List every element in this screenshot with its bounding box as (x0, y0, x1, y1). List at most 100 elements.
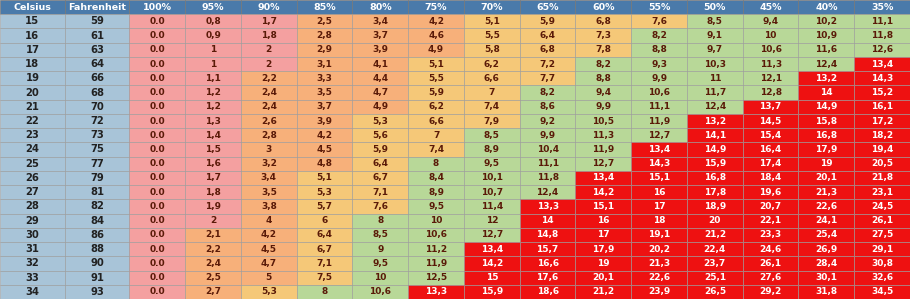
Bar (65, 0, 129, 14)
Bar (65, 28, 129, 43)
Text: 25,4: 25,4 (815, 231, 837, 239)
Bar (687, 14, 743, 28)
Text: 28,4: 28,4 (815, 259, 837, 268)
Bar (129, 213, 186, 228)
Text: 8,4: 8,4 (428, 173, 444, 182)
Bar (632, 71, 687, 86)
Text: 1,7: 1,7 (261, 17, 277, 26)
Bar (352, 14, 409, 28)
Bar (186, 285, 241, 299)
Bar (575, 114, 632, 128)
Text: 20,1: 20,1 (592, 273, 614, 282)
Bar (409, 128, 464, 142)
Text: 20,7: 20,7 (760, 202, 782, 211)
Bar (687, 100, 743, 114)
Bar (0, 57, 65, 71)
Bar (575, 0, 632, 14)
Bar (520, 14, 575, 28)
Text: 16: 16 (652, 188, 665, 197)
Bar (743, 271, 798, 285)
Text: 13,4: 13,4 (871, 60, 894, 68)
Text: 8,2: 8,2 (595, 60, 612, 68)
Bar (241, 285, 297, 299)
Text: 1,8: 1,8 (205, 188, 221, 197)
Bar (241, 185, 297, 199)
Text: 0.0: 0.0 (149, 60, 166, 68)
Bar (464, 171, 520, 185)
Bar (129, 86, 186, 100)
Bar (464, 285, 520, 299)
Text: 16,6: 16,6 (537, 259, 559, 268)
Text: 7: 7 (489, 88, 495, 97)
Text: 10: 10 (430, 216, 442, 225)
Bar (241, 199, 297, 213)
Text: 6,4: 6,4 (372, 159, 389, 168)
Text: 7,4: 7,4 (428, 145, 444, 154)
Text: 8: 8 (433, 159, 440, 168)
Text: 65%: 65% (536, 3, 559, 12)
Bar (409, 271, 464, 285)
Bar (65, 57, 129, 71)
Text: 18,2: 18,2 (871, 131, 894, 140)
Bar (464, 86, 520, 100)
Text: 3,1: 3,1 (317, 60, 332, 68)
Text: 9,4: 9,4 (763, 17, 779, 26)
Text: 4,5: 4,5 (317, 145, 333, 154)
Bar (854, 71, 910, 86)
Bar (575, 228, 632, 242)
Text: 6,4: 6,4 (317, 231, 333, 239)
Text: 5,6: 5,6 (372, 131, 389, 140)
Text: 13,2: 13,2 (703, 117, 726, 126)
Text: 11,1: 11,1 (537, 159, 559, 168)
Bar (687, 57, 743, 71)
Text: 25: 25 (25, 159, 39, 169)
Text: 10: 10 (764, 31, 777, 40)
Text: 20: 20 (25, 88, 39, 97)
Bar (186, 114, 241, 128)
Text: 8,8: 8,8 (595, 74, 612, 83)
Bar (632, 114, 687, 128)
Text: 17: 17 (597, 231, 610, 239)
Bar (297, 114, 352, 128)
Bar (575, 185, 632, 199)
Bar (520, 256, 575, 271)
Bar (297, 14, 352, 28)
Text: 19: 19 (820, 159, 833, 168)
Bar (65, 256, 129, 271)
Bar (464, 213, 520, 228)
Bar (352, 0, 409, 14)
Text: 7,7: 7,7 (540, 74, 556, 83)
Text: 3,4: 3,4 (261, 173, 277, 182)
Bar (409, 43, 464, 57)
Text: 15,9: 15,9 (703, 159, 726, 168)
Bar (575, 171, 632, 185)
Bar (743, 199, 798, 213)
Text: 11,8: 11,8 (871, 31, 894, 40)
Bar (65, 271, 129, 285)
Text: 11,9: 11,9 (425, 259, 447, 268)
Text: 20: 20 (709, 216, 721, 225)
Bar (575, 242, 632, 256)
Text: 6,7: 6,7 (372, 173, 389, 182)
Text: 23,9: 23,9 (648, 287, 671, 296)
Text: 90%: 90% (258, 3, 280, 12)
Text: 6: 6 (321, 216, 328, 225)
Text: 5,1: 5,1 (317, 173, 332, 182)
Text: 6,7: 6,7 (317, 245, 333, 254)
Text: 11,6: 11,6 (815, 45, 837, 54)
Text: 9,2: 9,2 (540, 117, 556, 126)
Text: 23,1: 23,1 (871, 188, 894, 197)
Bar (352, 71, 409, 86)
Text: 22,1: 22,1 (760, 216, 782, 225)
Bar (687, 213, 743, 228)
Text: 14,9: 14,9 (703, 145, 726, 154)
Bar (743, 242, 798, 256)
Bar (854, 28, 910, 43)
Bar (65, 14, 129, 28)
Bar (798, 100, 854, 114)
Text: 13,4: 13,4 (648, 145, 671, 154)
Bar (854, 185, 910, 199)
Text: 17: 17 (652, 202, 665, 211)
Text: 9,9: 9,9 (540, 131, 556, 140)
Bar (464, 114, 520, 128)
